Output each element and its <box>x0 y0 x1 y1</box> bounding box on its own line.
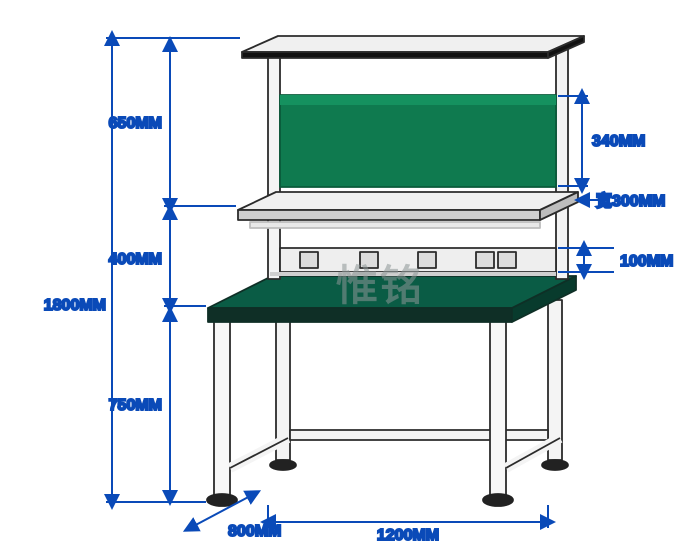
rear-brace <box>290 430 548 440</box>
foot-rear-left <box>270 460 296 470</box>
foot-rear-right <box>542 460 568 470</box>
outlet-5 <box>498 252 516 268</box>
front-leg-left <box>214 315 230 495</box>
dim-label-total-h: 1800MM <box>44 297 106 314</box>
dim-label-340: 340MM <box>592 133 645 150</box>
dim-label-650: 650MM <box>109 115 162 132</box>
green-panel <box>280 95 556 187</box>
upright-right <box>556 47 568 279</box>
outlet-1 <box>300 252 318 268</box>
outlet-4 <box>476 252 494 268</box>
dim-label-1200: 1200MM <box>377 527 439 544</box>
dim-label-300: 宽300MM <box>596 191 665 210</box>
dim-label-100: 100MM <box>620 253 673 270</box>
dim-label-750: 750MM <box>109 397 162 414</box>
light-bar <box>250 222 540 228</box>
top-cap <box>242 36 584 58</box>
upright-left <box>268 47 280 279</box>
foot-front-right <box>483 494 513 506</box>
dim-label-800: 800MM <box>228 523 281 540</box>
dim-label-400: 400MM <box>109 251 162 268</box>
mid-shelf <box>238 192 578 228</box>
foot-front-left <box>207 494 237 506</box>
front-leg-right <box>490 315 506 495</box>
watermark-text: 惟铭 <box>336 262 424 309</box>
